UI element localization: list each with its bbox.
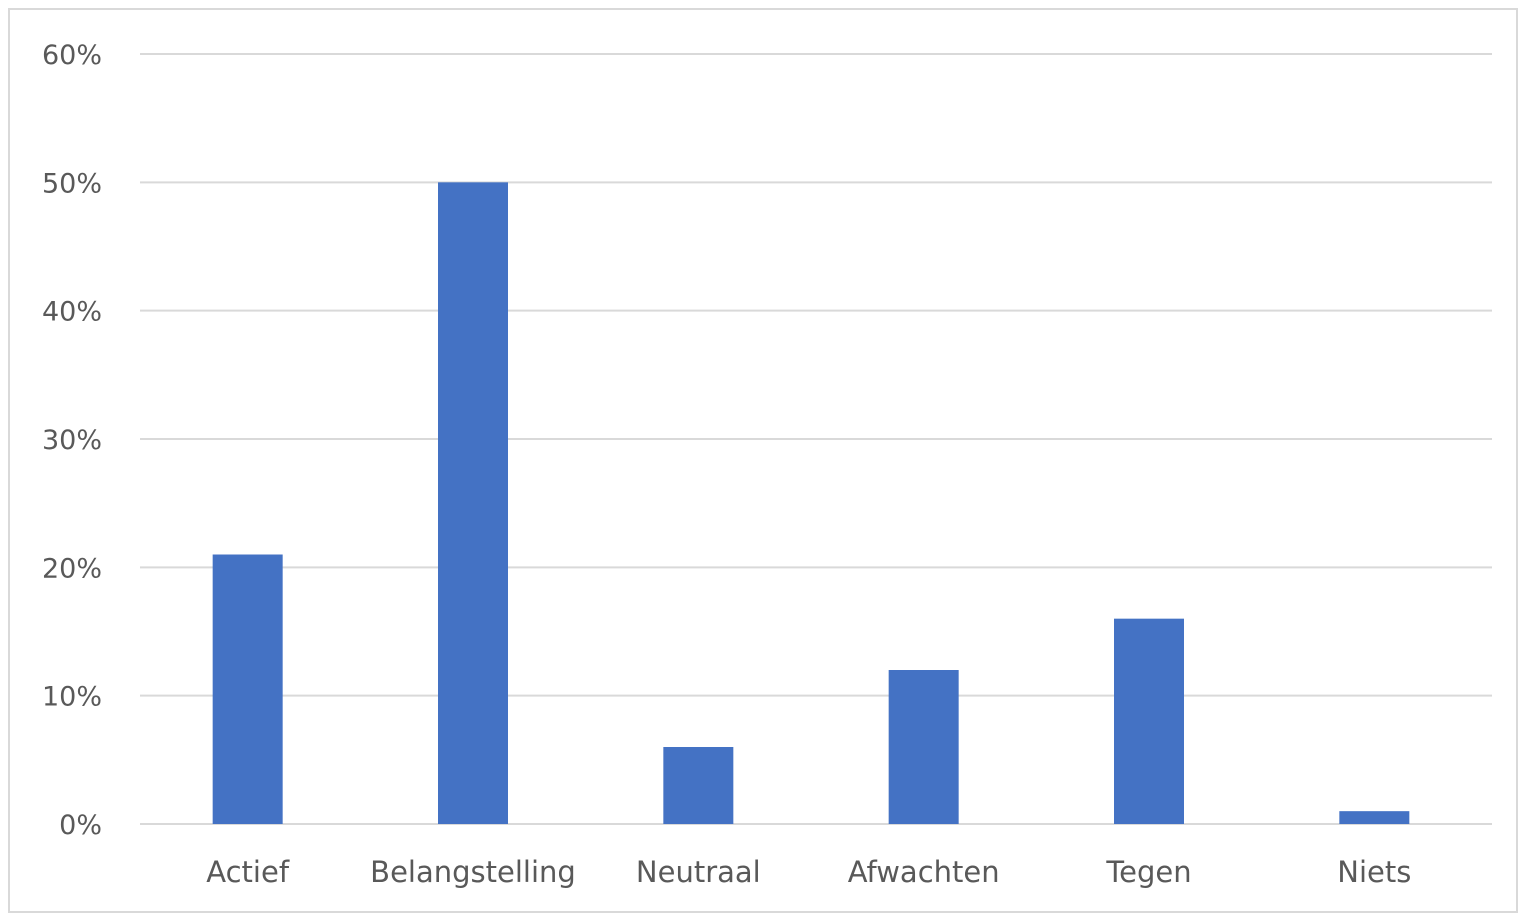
bar-afwachten [888,670,959,824]
x-category-label: Neutraal [636,855,761,889]
x-category-label: Niets [1337,855,1411,889]
y-tick-label: 20% [42,553,102,584]
bar-tegen [1114,618,1184,824]
bar-belangstelling [438,182,508,825]
bar-neutraal [663,747,734,824]
x-category-label: Tegen [1105,855,1191,889]
x-axis-category-labels: Actief Belangstelling Neutraal Afwachten Teg… [206,855,1411,889]
y-tick-label: 0% [59,810,102,841]
y-axis-tick-labels: 0% 10% 20% 30% 40% 50% 60% [42,40,102,841]
bar-niets [1339,811,1410,824]
y-tick-label: 10% [42,682,102,713]
gridlines [140,53,1492,825]
bars [212,182,1410,825]
y-tick-label: 40% [42,297,102,328]
x-category-label: Actief [206,855,290,889]
x-category-label: Afwachten [848,855,1000,889]
y-tick-label: 60% [42,40,102,71]
x-category-label: Belangstelling [370,855,576,889]
y-tick-label: 30% [42,425,102,456]
bar-actief [212,554,283,824]
y-tick-label: 50% [42,168,102,199]
